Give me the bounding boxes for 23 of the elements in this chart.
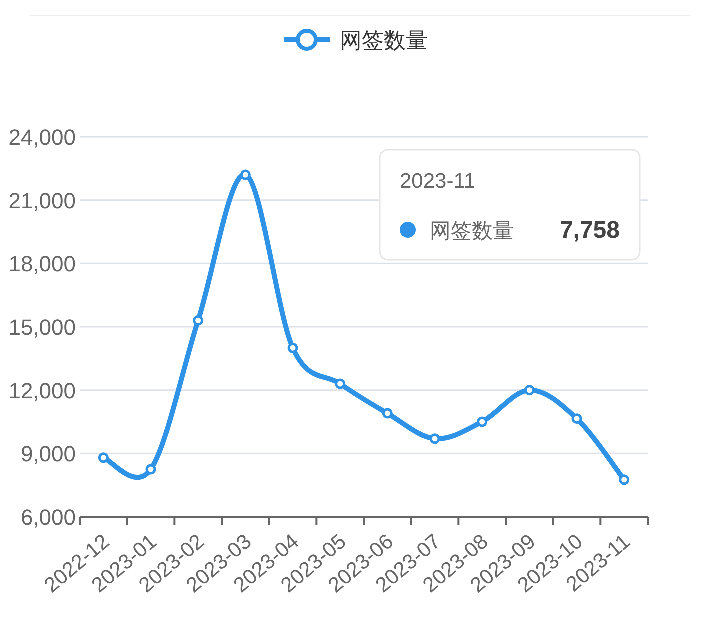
y-tick-label: 21,000 [8,188,76,214]
legend-label: 网签数量 [430,220,514,243]
point [477,416,488,428]
y-tick-label: 15,000 [8,315,76,340]
point [524,385,535,396]
annotation: 2023-11 [400,170,476,193]
point [98,452,109,464]
point [335,378,346,390]
y-tick-label: 6,000 [20,505,76,530]
point [193,315,204,326]
point [146,464,156,475]
point [572,414,582,424]
point [430,434,440,444]
point [382,408,393,419]
text: 网签数量 [340,28,428,53]
annotation: 7,758 [560,217,620,244]
y-tick-label: 9,000 [20,442,76,467]
point [240,170,251,180]
y-tick-label: 18,000 [8,252,76,277]
y-tick-label: 12,000 [8,378,76,404]
y-tick-label: 24,000 [8,125,76,150]
point [619,474,630,486]
point [288,342,298,354]
